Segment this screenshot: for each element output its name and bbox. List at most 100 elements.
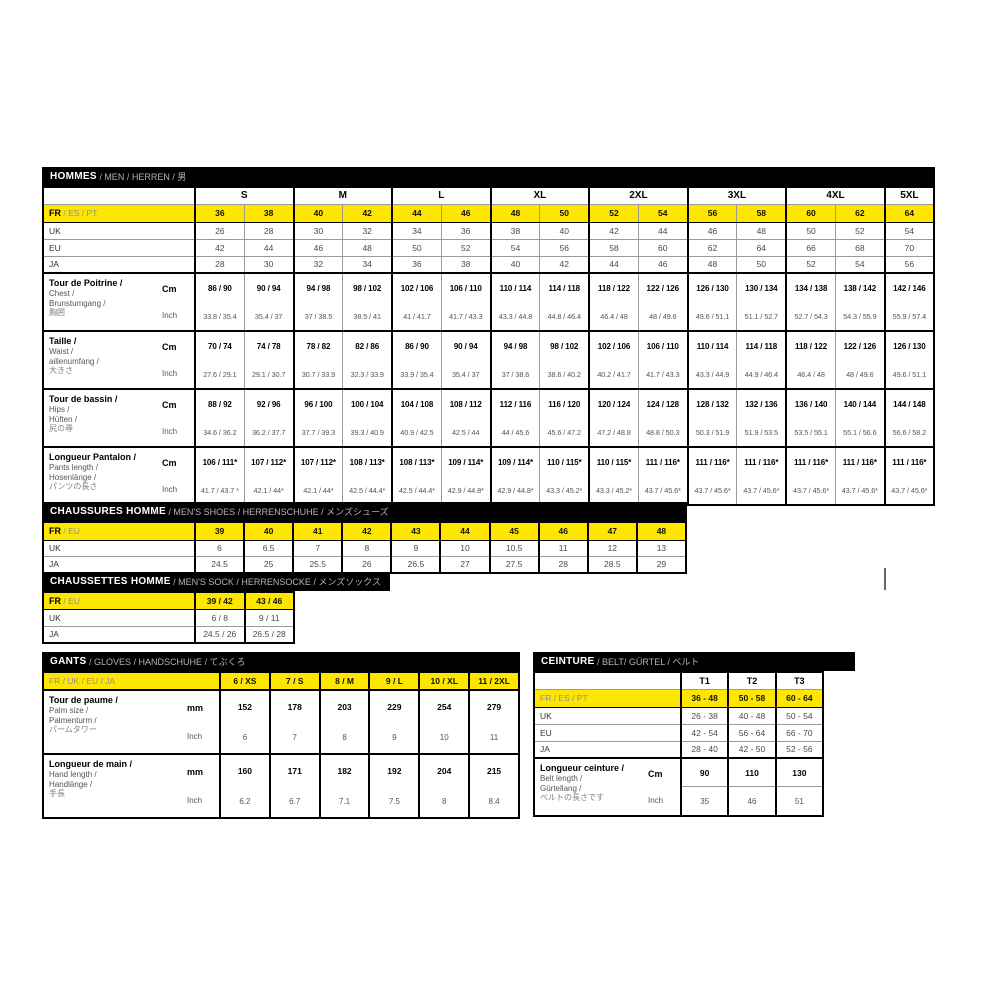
cell: 36 (195, 203, 245, 223)
cell: 44 (638, 222, 689, 240)
cell: 28.5 (587, 556, 638, 574)
measure-name-en: Hand length / (49, 769, 97, 779)
cell: 28 (538, 556, 589, 574)
ja-label: JA (43, 626, 196, 644)
shoes-section: CHAUSSURES HOMME / MEN'S SHOES / HERRENS… (42, 502, 687, 574)
cell: 107 / 112* 42.1 / 44* (244, 446, 295, 505)
cell: 110 46 (728, 757, 777, 816)
measure-name-de: Hosenlänge / (49, 472, 97, 482)
cell: 50 (539, 203, 591, 223)
cell: 40 (293, 203, 344, 223)
cell: 27 (440, 556, 491, 574)
fr-es-pt-label-cell: FR / ES / PT (43, 203, 196, 223)
cell: 111 / 116* 43.7 / 45.6* (835, 446, 886, 505)
cell: T2 (728, 672, 777, 690)
cell: 106 / 110 41.7 / 43.3 (441, 272, 492, 331)
shoes-title: CHAUSSURES HOMME (50, 506, 166, 517)
cell: 118 / 122 46.4 / 48 (786, 330, 836, 389)
ja-label: JA (534, 741, 682, 759)
cell: 106 / 111* 41.7 / 43.7 * (195, 446, 245, 505)
cell: 102 / 106 40.2 / 41.7 (589, 330, 639, 389)
cell: 24.5 / 26 (195, 626, 246, 644)
cell: 46 (687, 222, 738, 240)
hommes-section: HOMMES / MEN / HERREN / 男 S M L XL 2XL 3XL 4XL… (42, 167, 935, 506)
cell: 38 (244, 203, 295, 223)
cell: 48 (636, 521, 686, 541)
measure-name-fr: Tour de paume / (49, 695, 118, 705)
cell: 134 / 138 52.7 / 54.3 (786, 272, 836, 331)
cell: 126 / 130 49.6 / 51.1 (687, 272, 738, 331)
cell: 42 - 50 (728, 741, 777, 759)
unit-mm: mm (187, 702, 204, 713)
cell: 30 (244, 256, 295, 274)
cell: 46 (638, 256, 689, 274)
cell: 28 (195, 256, 245, 274)
measure-name-en: Chest / (49, 288, 75, 298)
cell: 68 (835, 239, 886, 257)
cell: 204 8 (419, 753, 471, 818)
ja-row: JA 24.5 / 26 26.5 / 28 (43, 626, 294, 644)
cell: 36 (441, 222, 492, 240)
cell: 171 6.7 (269, 753, 321, 818)
unit-inch: Inch (162, 426, 178, 436)
fr-label: FR (49, 595, 61, 606)
cell: 54 (490, 239, 541, 257)
cell: 66 (786, 239, 836, 257)
cell: 43 (391, 521, 442, 541)
unit-inch: Inch (162, 310, 178, 320)
cell: 43 / 46 (244, 591, 294, 610)
hand-length-row: Longueur de main / Hand length / Handlän… (43, 753, 519, 818)
measure-name-en: Palm size / (49, 705, 89, 715)
cell: 109 / 114* 42.9 / 44.8* (441, 446, 492, 505)
shoes-title-bar: CHAUSSURES HOMME / MEN'S SHOES / HERRENS… (42, 502, 687, 521)
cell: 29 (636, 556, 686, 574)
fr-es-pt-row: FR / ES / PT 36 38 40 42 44 46 48 50 52 54 56 58 60 6… (43, 203, 934, 223)
gloves-title: GANTS (50, 656, 87, 667)
cell: 39 / 42 (195, 591, 246, 610)
cell: 62 (687, 239, 738, 257)
measure-name-fr: Tour de bassin / (49, 394, 118, 404)
cell: 88 / 92 34.6 / 36.2 (195, 388, 245, 447)
fr-label: FR (49, 526, 61, 537)
cell: 7 / S (269, 671, 321, 691)
measure-name-ja: 手長 (49, 789, 65, 799)
cell: 32 (342, 222, 394, 240)
cell: 36 - 48 (681, 688, 730, 708)
cell: 7 (293, 540, 344, 557)
eu-label: EU (43, 239, 196, 257)
gloves-title-translations: / GLOVES / HANDSCHUHE / てぶくろ (86, 657, 246, 667)
hips-row: Tour de bassin / Hips / Hüften / 尻の尋 Cm … (43, 388, 934, 447)
shoes-title-translations: / MEN'S SHOES / HERRENSCHUHE / メンズシューズ (165, 507, 389, 517)
cell: 50 - 54 (775, 707, 823, 725)
cell: L (392, 187, 492, 205)
cell: 4XL (786, 187, 886, 205)
cell: 9 / 11 (244, 609, 294, 627)
measure-name-ja: パームタワー (49, 725, 97, 735)
belt-length-label-cell: Longueur ceinture / Belt length / Gürtel… (534, 757, 682, 816)
unit-cm: Cm (162, 342, 177, 353)
unit-cm: Cm (162, 458, 177, 469)
uk-label: UK (43, 609, 196, 627)
belt-title-bar: CEINTURE / BELT/ GÜRTEL / ベルト (533, 652, 855, 671)
cell: 130 51 (775, 757, 823, 816)
hand-length-label-cell: Longueur de main / Hand length / Handlän… (43, 753, 221, 818)
cell: 54 (884, 222, 934, 240)
cell: 36 (392, 256, 442, 274)
empty-corner-cell (534, 672, 682, 690)
cell: 6 (195, 540, 246, 557)
cell: 136 / 140 53.5 / 55.1 (786, 388, 836, 447)
cell: 50 (786, 222, 836, 240)
socks-section: CHAUSSETTES HOMME / MEN'S SOCK / HERRENS… (42, 572, 390, 644)
cell: 10.5 (489, 540, 540, 557)
hommes-size-table: S M L XL 2XL 3XL 4XL 5XL FR / ES / PT 36 38 40 42 4… (42, 186, 935, 506)
cell: 74 / 78 29.1 / 30.7 (244, 330, 295, 389)
cell: 111 / 116* 43.7 / 45.6* (638, 446, 689, 505)
cell: M (293, 187, 394, 205)
cell: 120 / 124 47.2 / 48.8 (589, 388, 639, 447)
cell: 40 (539, 222, 591, 240)
cell: 44 (392, 203, 442, 223)
palm-size-label-cell: Tour de paume / Palm size / Palmenturm /… (43, 689, 221, 754)
cell: 9 / L (369, 671, 421, 691)
